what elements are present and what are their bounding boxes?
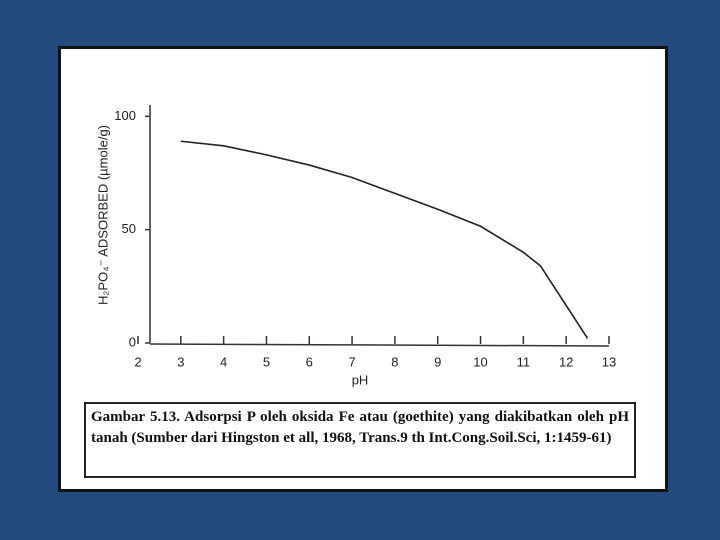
- x-tick-label: 13: [602, 354, 616, 369]
- x-tick-label: 8: [391, 354, 398, 369]
- x-tick-label: 9: [434, 354, 441, 369]
- x-tick-label: 3: [177, 354, 184, 369]
- y-axis-label: H₂PO₄⁻ ADSORBED (µmole/g): [95, 125, 110, 305]
- y-tick-label: 50: [122, 221, 136, 236]
- x-tick-label: 11: [517, 354, 531, 369]
- data-line: [180, 140, 589, 339]
- x-tick-label: 4: [220, 354, 227, 369]
- x-tick-label: 10: [473, 354, 487, 369]
- x-axis: [149, 343, 610, 347]
- y-tick-label: 100: [114, 108, 136, 123]
- x-tick-label: 2: [134, 354, 141, 369]
- x-axis-label: pH: [352, 372, 369, 387]
- x-tick-label: 12: [559, 354, 573, 369]
- x-tick-label: 6: [306, 354, 313, 369]
- y-tick-label: 0: [129, 334, 136, 349]
- caption: Gambar 5.13. Adsorpsi P oleh oksida Fe a…: [84, 402, 636, 478]
- x-tick-label: 5: [263, 354, 270, 369]
- x-tick-label: 7: [348, 354, 355, 369]
